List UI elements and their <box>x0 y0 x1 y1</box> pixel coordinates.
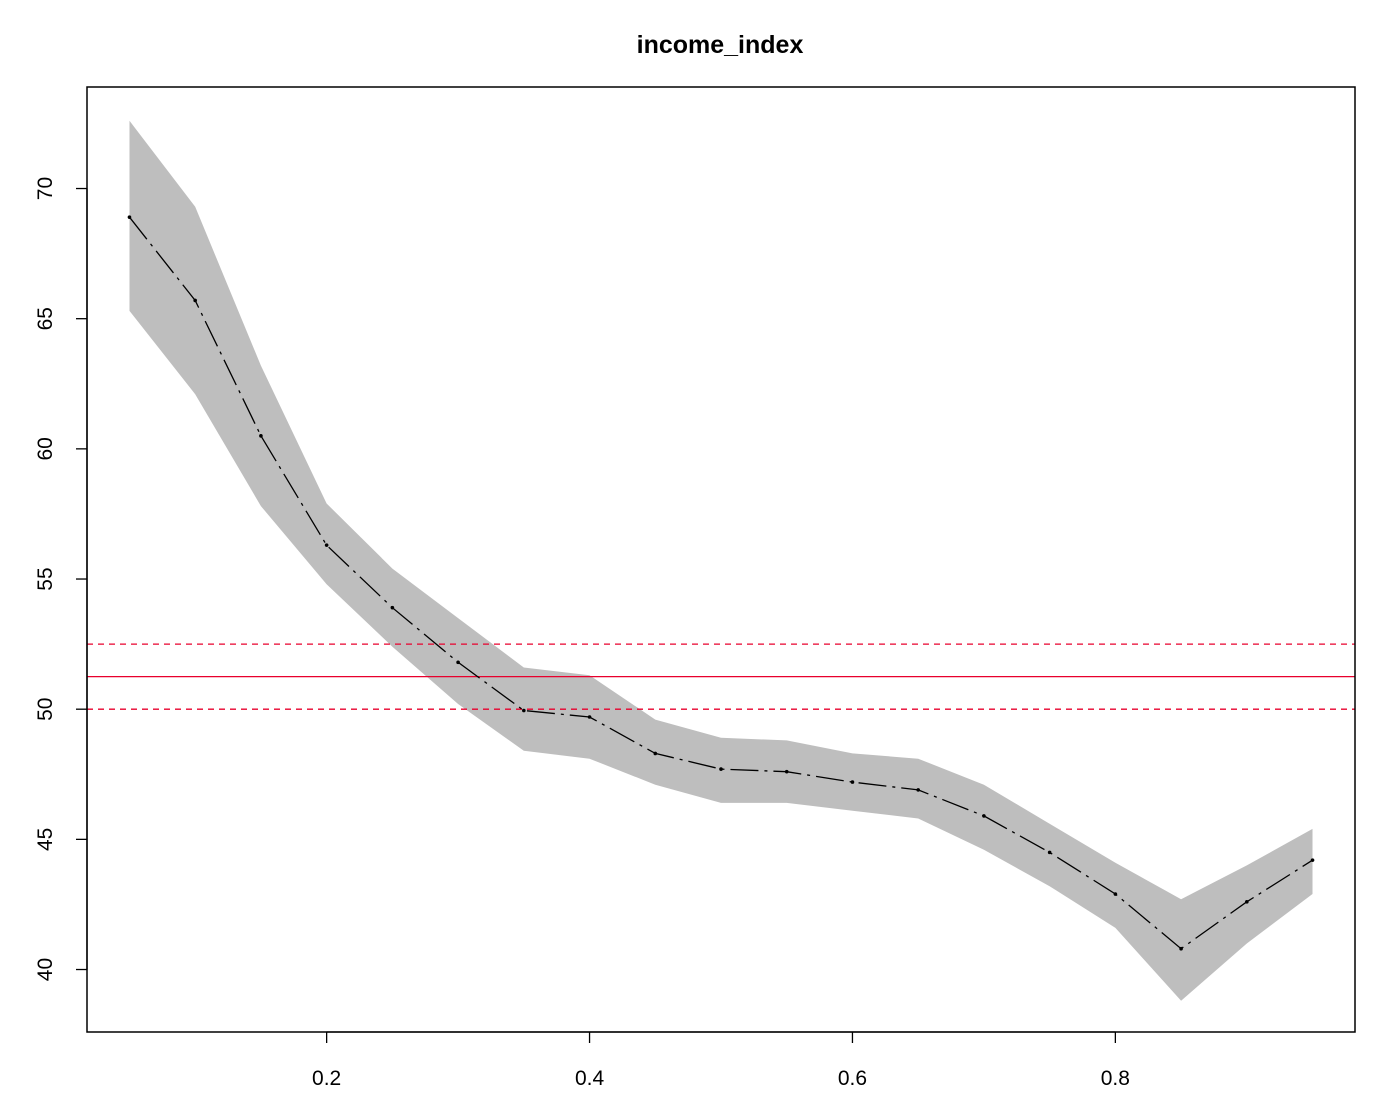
y-tick-label: 45 <box>34 828 57 851</box>
y-tick-label: 60 <box>34 437 57 460</box>
data-point <box>324 543 329 547</box>
data-point <box>850 780 855 784</box>
data-point <box>390 605 395 610</box>
y-tick-label: 70 <box>34 177 57 200</box>
chart-title: income_index <box>637 31 804 59</box>
y-axis: 40 45 50 55 60 65 70 <box>34 177 88 981</box>
data-point <box>1310 858 1315 862</box>
data-point <box>587 715 592 719</box>
data-point <box>522 708 526 713</box>
data-point <box>127 215 132 219</box>
data-point <box>982 814 986 818</box>
data-point <box>653 751 658 756</box>
series-line-0 <box>128 216 1313 950</box>
reference-lines <box>87 643 1355 710</box>
x-tick-label: 0.6 <box>838 1067 867 1090</box>
data-point <box>1179 946 1183 951</box>
x-tick-label: 0.4 <box>575 1067 605 1090</box>
confidence-band <box>129 120 1313 1001</box>
data-point <box>193 298 197 303</box>
y-tick-label: 40 <box>34 958 57 981</box>
y-tick-label: 50 <box>34 698 57 721</box>
data-point <box>719 767 723 771</box>
data-point <box>916 788 920 792</box>
data-point <box>456 660 460 665</box>
data-point <box>1245 900 1249 904</box>
y-tick-label: 55 <box>34 567 57 590</box>
data-point <box>1047 850 1052 855</box>
estimate-series <box>127 215 1315 951</box>
y-tick-label: 65 <box>34 307 57 330</box>
data-point <box>784 769 789 774</box>
x-axis: 0.2 0.4 0.6 0.8 <box>312 1031 1130 1090</box>
x-tick-label: 0.2 <box>312 1067 341 1090</box>
data-point <box>259 434 263 438</box>
x-tick-label: 0.8 <box>1101 1067 1130 1090</box>
data-point <box>1113 892 1118 896</box>
